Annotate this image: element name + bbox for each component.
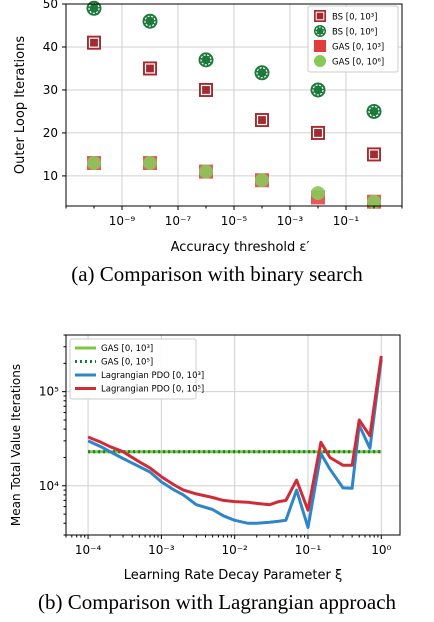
- plot-frame: [65, 334, 401, 536]
- legend-label: GAS [0, 10⁶]: [332, 58, 384, 68]
- y-tick-label: 30: [43, 83, 58, 97]
- legend-label: Lagrangian PDO [0, 10³]: [101, 371, 204, 381]
- y-axis-label: Outer Loop Iterations: [13, 36, 28, 174]
- data-point: [255, 113, 269, 128]
- legend-box: [69, 338, 197, 400]
- legend-marker: [314, 40, 326, 52]
- data-point-inner: [200, 54, 212, 66]
- x-tick-label: 10⁻³: [277, 214, 304, 228]
- data-point: [311, 186, 325, 201]
- data-point-inner: [200, 84, 212, 96]
- data-point-inner: [88, 37, 100, 48]
- data-point-inner: [368, 105, 380, 118]
- caption-b: (b) Comparison with Lagrangian approach: [37, 590, 397, 614]
- data-point-inner: [312, 84, 324, 96]
- data-point-inner: [144, 15, 156, 27]
- x-tick-label: 10⁻⁹: [109, 214, 136, 228]
- x-tick-label: 10⁻³: [148, 543, 175, 557]
- series-line-2: [87, 359, 383, 529]
- data-point-inner: [256, 114, 268, 126]
- y-axis-label: Mean Total Value Iterations: [9, 364, 23, 526]
- data-point-inner: [88, 2, 100, 14]
- y-tick-label: 10: [43, 169, 58, 183]
- legend-label: Lagrangian PDO [0, 10⁵]: [101, 385, 204, 395]
- y-tick-label: 50: [43, 0, 58, 11]
- x-tick-label: 10⁻²: [221, 543, 248, 557]
- data-point: [87, 156, 101, 171]
- y-tick-label: 10⁴: [39, 479, 59, 493]
- legend-label: GAS [0, 10⁵]: [101, 358, 153, 368]
- x-tick-label: 10⁻¹: [333, 214, 360, 228]
- x-axis-label: Accuracy threshold ε′: [171, 240, 310, 255]
- legend-label: BS [0, 10³]: [332, 13, 377, 23]
- chart-comparison-binary-search: 10 20 30 40 50 10⁻⁹ 10⁻⁷ 10⁻⁵ 10⁻³ 10⁻¹ Accuracy t…: [13, 0, 403, 255]
- legend-label: BS [0, 10⁶]: [332, 28, 377, 38]
- data-point: [199, 82, 213, 97]
- caption-a: (a) Comparison with binary search: [71, 262, 363, 286]
- x-axis-label: Learning Rate Decay Parameter ξ: [124, 568, 342, 583]
- legend-marker: [314, 55, 326, 67]
- legend-box: [307, 5, 399, 73]
- data-point-inner: [312, 127, 324, 139]
- data-point: [143, 156, 157, 171]
- data-point: [367, 194, 381, 209]
- data-point-inner: [144, 63, 156, 74]
- legend-marker-inner: [315, 26, 325, 36]
- legend-marker: [314, 10, 326, 22]
- x-tick-label: 10⁻⁵: [221, 214, 248, 228]
- series-1: [86, 0, 382, 119]
- legend-label: GAS [0, 10³]: [101, 344, 153, 354]
- data-point-inner: [256, 67, 268, 79]
- data-point: [311, 125, 325, 140]
- series-0: [87, 35, 381, 162]
- x-tick-label: 10⁻⁴: [75, 543, 102, 557]
- data-point: [87, 35, 101, 50]
- y-tick-label: 10⁵: [39, 385, 59, 399]
- chart-comparison-lagrangian: 10⁻⁴ 10⁻³ 10⁻² 10⁻¹ 10⁰ 10⁴ 10⁵ Learning Rate D…: [9, 334, 401, 583]
- series-3: [87, 156, 381, 209]
- legend-label: GAS [0, 10³]: [332, 43, 384, 53]
- x-tick-label: 10⁻¹: [295, 543, 322, 557]
- legend-marker-inner: [315, 11, 325, 21]
- x-tick-label: 10⁻⁷: [165, 214, 192, 228]
- data-point: [367, 147, 381, 162]
- data-point: [199, 164, 213, 179]
- data-point: [255, 173, 269, 188]
- y-tick-label: 20: [43, 126, 58, 140]
- x-tick-label: 10⁰: [371, 543, 391, 557]
- data-point-inner: [368, 149, 380, 160]
- data-point: [143, 61, 157, 76]
- y-tick-label: 40: [43, 40, 58, 54]
- series-line-3: [87, 355, 383, 512]
